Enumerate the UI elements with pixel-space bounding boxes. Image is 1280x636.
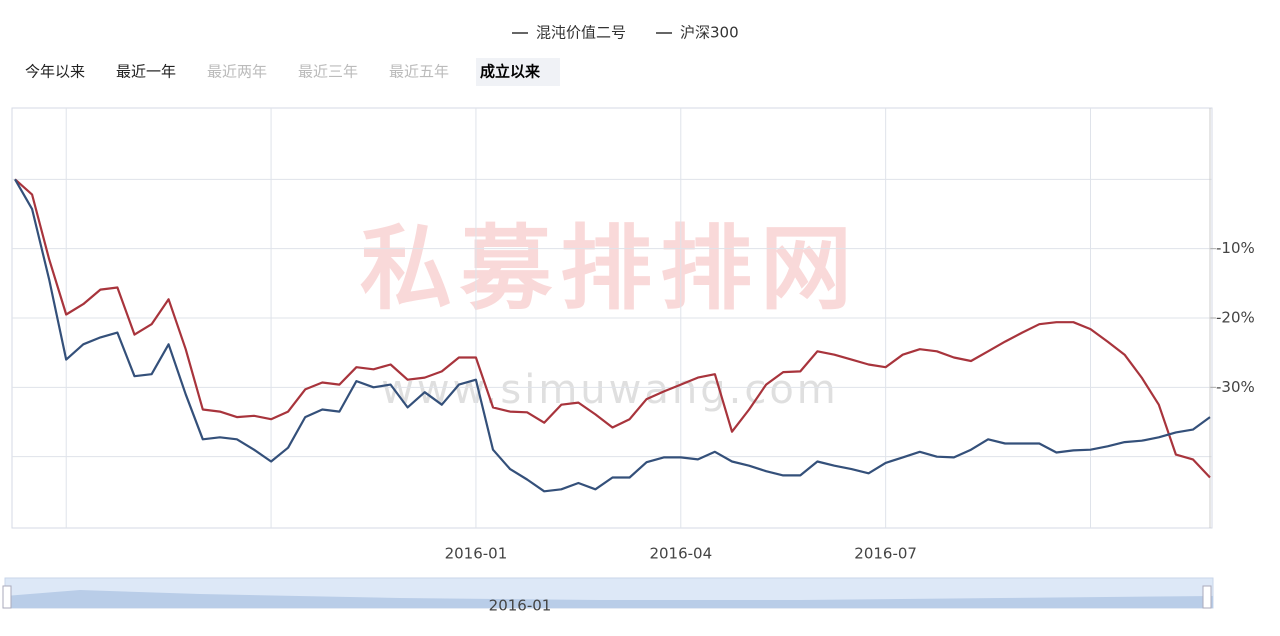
- watermark-title: 私募排排网: [360, 215, 860, 322]
- tab[interactable]: 最近两年: [207, 63, 267, 81]
- tab[interactable]: 最近一年: [116, 63, 176, 81]
- y-tick-label: -20%: [1216, 309, 1255, 327]
- x-tick-label: 2016-04: [649, 545, 712, 563]
- zoom-handle[interactable]: [2, 585, 12, 609]
- zoom-shadow: [5, 590, 1213, 608]
- y-tick-label: -30%: [1216, 378, 1255, 396]
- series-line: [14, 178, 1211, 493]
- tab[interactable]: 今年以来: [25, 63, 85, 81]
- x-tick-label: 2016-07: [854, 545, 917, 563]
- tab[interactable]: 最近三年: [298, 63, 358, 81]
- y-tick-label: -10%: [1216, 239, 1255, 257]
- tab[interactable]: 最近五年: [389, 63, 449, 81]
- tab-highlight: [476, 58, 560, 86]
- x-tick-label: 2016-01: [445, 545, 508, 563]
- legend-label[interactable]: 混沌价值二号: [536, 24, 626, 42]
- series-line: [14, 178, 1211, 479]
- zoom-label: 2016-01: [489, 597, 552, 615]
- zoom-handle[interactable]: [1202, 585, 1212, 609]
- tab[interactable]: 成立以来: [480, 63, 541, 81]
- watermark-url: www.simuwang.com: [381, 367, 839, 413]
- legend-label[interactable]: 沪深300: [680, 24, 739, 42]
